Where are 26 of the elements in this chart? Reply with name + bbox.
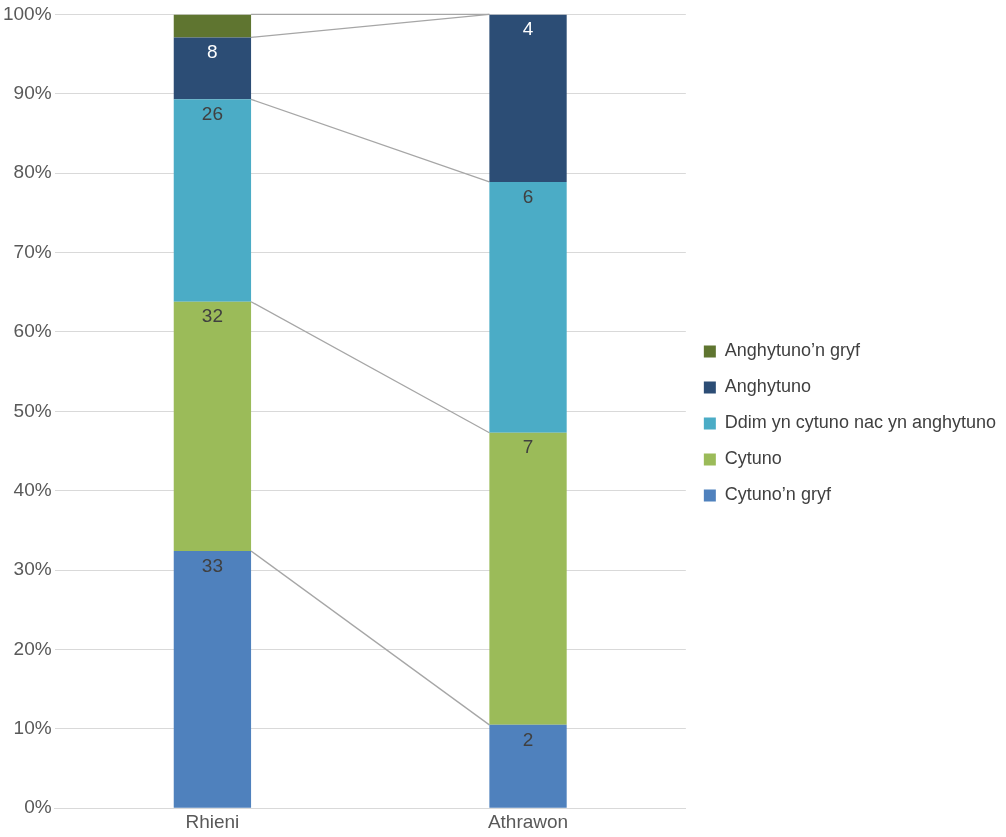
legend-label: Ddim yn cytuno nac yn anghytuno: [724, 412, 997, 433]
y-tick-label: 10%: [13, 717, 52, 739]
legend-label: Anghytuno: [724, 376, 811, 397]
annotation: 2: [522, 728, 534, 750]
y-tick-label: 70%: [13, 240, 52, 262]
annotation: 26: [201, 103, 223, 125]
legend-label: Cytuno’n gryf: [724, 484, 832, 505]
x-tick-label: Rhieni: [185, 810, 240, 832]
annotation: 8: [207, 41, 218, 63]
y-tick-label: 40%: [13, 478, 52, 500]
y-tick-label: 20%: [13, 637, 52, 659]
annotation: 33: [201, 554, 223, 576]
y-tick-label: 90%: [13, 82, 52, 104]
y-tick-label: 100%: [2, 2, 52, 24]
y-tick-label: 60%: [13, 320, 52, 342]
annotation: 6: [522, 185, 534, 207]
y-tick-label: 30%: [13, 558, 52, 580]
annotation: 4: [522, 18, 534, 40]
y-tick-label: 0%: [24, 796, 52, 818]
legend-label: Anghytuno’n gryf: [724, 340, 861, 361]
annotation: 32: [201, 305, 223, 327]
y-tick-label: 80%: [13, 161, 52, 183]
x-tick-label: Athrawon: [487, 810, 569, 832]
annotation: 7: [522, 436, 534, 458]
y-tick-label: 50%: [13, 399, 52, 421]
legend-label: Cytuno: [724, 448, 782, 469]
